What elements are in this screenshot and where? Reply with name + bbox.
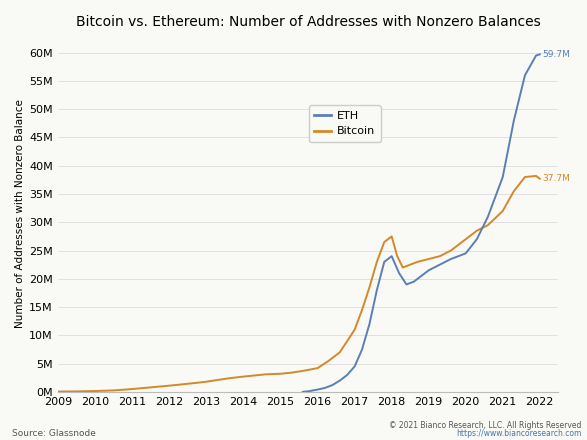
Title: Bitcoin vs. Ethereum: Number of Addresses with Nonzero Balances: Bitcoin vs. Ethereum: Number of Addresse… (76, 15, 541, 29)
Text: © 2021 Bianco Research, LLC. All Rights Reserved: © 2021 Bianco Research, LLC. All Rights … (389, 422, 581, 430)
Y-axis label: Number of Addresses with Nonzero Balance: Number of Addresses with Nonzero Balance (15, 99, 25, 328)
Text: Source: Glassnode: Source: Glassnode (12, 429, 96, 438)
Text: 59.7M: 59.7M (543, 50, 571, 59)
Text: 37.7M: 37.7M (543, 174, 571, 183)
Text: https://www.biancoresearch.com: https://www.biancoresearch.com (456, 429, 581, 438)
Legend: ETH, Bitcoin: ETH, Bitcoin (309, 105, 380, 142)
